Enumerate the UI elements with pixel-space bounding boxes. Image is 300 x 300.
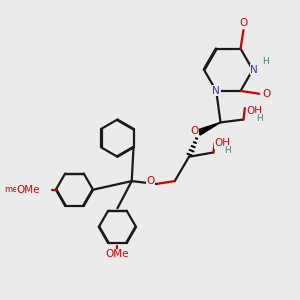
Text: H: H	[262, 57, 269, 66]
Text: H: H	[224, 146, 231, 155]
Text: O: O	[190, 126, 199, 136]
Text: O: O	[262, 89, 271, 99]
Text: O: O	[239, 18, 247, 28]
Text: OH: OH	[215, 138, 231, 148]
Text: methoxy: methoxy	[5, 185, 41, 194]
Text: O: O	[146, 176, 154, 186]
Text: N: N	[250, 65, 258, 75]
Text: N: N	[212, 86, 220, 96]
Text: OMe: OMe	[16, 185, 40, 195]
Text: OH: OH	[246, 106, 262, 116]
Text: OMe: OMe	[106, 249, 129, 259]
Text: H: H	[256, 114, 262, 123]
Polygon shape	[198, 122, 220, 135]
